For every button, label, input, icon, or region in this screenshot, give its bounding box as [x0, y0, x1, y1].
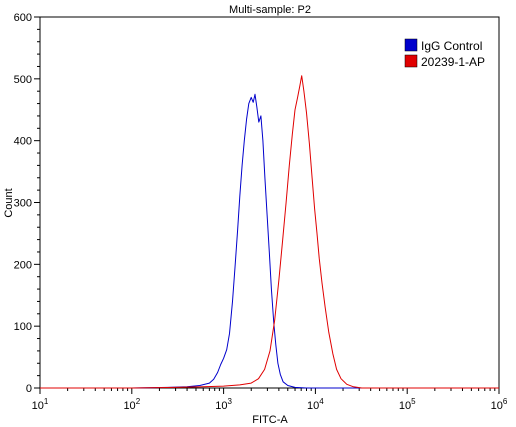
- series-layer: [40, 75, 499, 389]
- y-tick-label: 500: [14, 74, 32, 86]
- legend-swatch-2: [404, 54, 418, 68]
- y-tick-label: 600: [14, 12, 32, 24]
- y-tick-label: 300: [14, 198, 32, 210]
- x-axis-label: FITC-A: [252, 414, 288, 426]
- x-tick-label: 103: [215, 397, 232, 412]
- plot-area: [39, 16, 500, 389]
- y-tick-label: 100: [14, 321, 32, 333]
- legend-swatch-1: [404, 38, 418, 52]
- x-tick-label: 101: [32, 397, 49, 412]
- y-axis: 0 100 200 300 400 500 600: [14, 12, 40, 395]
- series-line-2: [40, 75, 499, 389]
- x-tick-label: 106: [491, 397, 508, 412]
- chart-title: Multi-sample: P2: [229, 4, 311, 16]
- x-axis: 101 102 103 104 105 106: [32, 388, 508, 412]
- y-axis-label: Count: [3, 188, 15, 217]
- legend: IgG Control 20239-1-AP: [404, 38, 485, 69]
- y-tick-label: 0: [26, 383, 32, 395]
- x-tick-label: 104: [307, 397, 324, 412]
- series-line-1: [40, 93, 499, 389]
- legend-label-2: 20239-1-AP: [421, 55, 485, 69]
- legend-label-1: IgG Control: [421, 39, 482, 53]
- x-tick-label: 102: [123, 397, 140, 412]
- x-tick-label: 105: [399, 397, 416, 412]
- y-tick-label: 200: [14, 259, 32, 271]
- y-tick-label: 400: [14, 136, 32, 148]
